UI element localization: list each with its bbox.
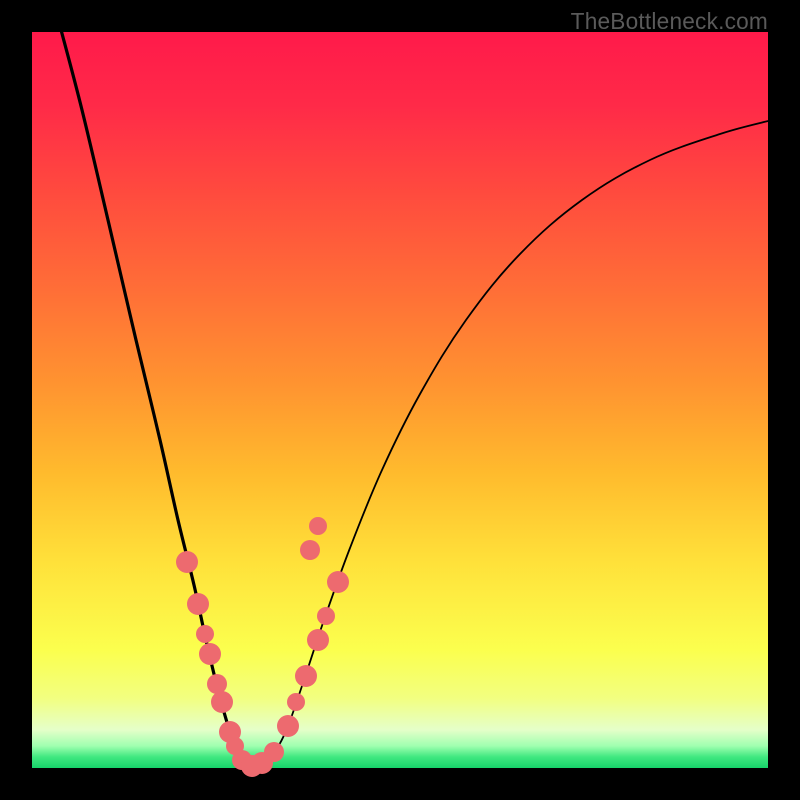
series-marker (309, 517, 327, 535)
series-marker (327, 571, 349, 593)
watermark-text: TheBottleneck.com (571, 8, 768, 35)
series-marker (199, 643, 221, 665)
plot-frame (30, 30, 770, 770)
chart-container: TheBottleneck.com (0, 0, 800, 800)
series-marker (196, 625, 214, 643)
series-marker (287, 693, 305, 711)
marker-layer (32, 32, 768, 768)
series-marker (277, 715, 299, 737)
series-marker (295, 665, 317, 687)
series-marker (176, 551, 198, 573)
series-marker (307, 629, 329, 651)
series-marker (264, 742, 284, 762)
series-marker (187, 593, 209, 615)
series-marker (317, 607, 335, 625)
series-marker (211, 691, 233, 713)
series-marker (300, 540, 320, 560)
